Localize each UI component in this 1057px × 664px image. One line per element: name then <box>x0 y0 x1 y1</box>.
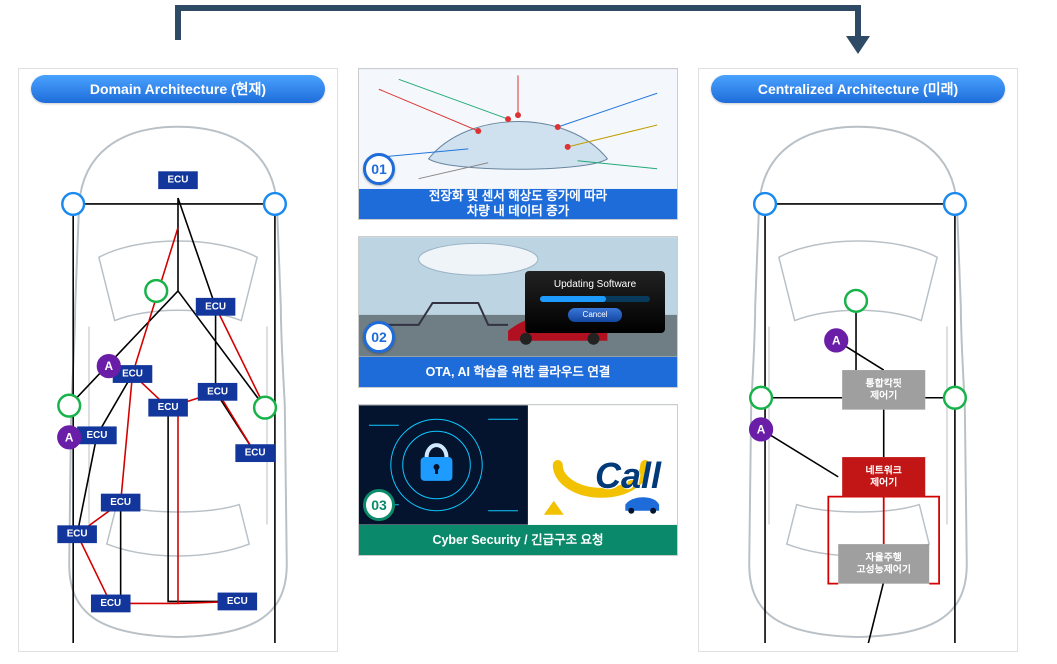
driver-thumb-3: Call 03 <box>359 405 677 525</box>
node-c-label: C <box>852 294 861 308</box>
ota-dialog-title: Updating Software <box>525 279 665 290</box>
ecu-label: ECU <box>245 448 266 459</box>
ota-progress-bar <box>540 296 650 302</box>
node-l-label: L <box>70 197 77 211</box>
node-l-label: L <box>951 197 958 211</box>
domain-architecture-panel: Domain Architecture (현재) ECU ECU ECU ECU ECU… <box>18 68 338 652</box>
ecu-label: ECU <box>122 369 143 380</box>
controller-label: 자율주행 <box>866 550 902 563</box>
node-l-label: L <box>761 197 768 211</box>
node-c-label: C <box>757 391 766 405</box>
ecu-label: ECU <box>205 301 226 312</box>
panel-number-badge: 01 <box>363 153 395 185</box>
driver-thumb-2: Updating Software Cancel 02 <box>359 237 677 357</box>
node-c-label: C <box>951 391 960 405</box>
controller-label: 제어기 <box>870 475 897 488</box>
transition-arrow <box>0 0 1057 70</box>
ota-cancel-button[interactable]: Cancel <box>568 308 622 322</box>
panel-number-badge: 02 <box>363 321 395 353</box>
node-a-label: A <box>832 333 841 347</box>
ecu-label: ECU <box>67 529 88 540</box>
panel-number-badge: 03 <box>363 489 395 521</box>
node-c-label: C <box>65 399 74 413</box>
ecu-label: ECU <box>227 596 248 607</box>
node-a-label: A <box>65 430 74 444</box>
controller-label: 통합칵핏 <box>866 376 902 389</box>
ecu-label: ECU <box>168 175 189 186</box>
panel-caption: Cyber Security / 긴급구조 요청 <box>359 525 677 555</box>
driver-panel-3: Call 03 Cyber Security / 긴급구조 요청 <box>358 404 678 556</box>
node-c-label: C <box>261 401 270 415</box>
controller-label: 제어기 <box>870 388 897 401</box>
centralized-architecture-panel: Centralized Architecture (미래) 통합칵핏제어기네트워… <box>698 68 1018 652</box>
thumb-wiring-icon <box>359 69 677 189</box>
domain-car: ECUECUECUECUECUECUECUECUECUECUECULLLLCCC… <box>27 109 329 643</box>
ecu-label: ECU <box>158 402 179 413</box>
node-c-label: C <box>152 284 161 298</box>
node-a-label: A <box>757 422 766 436</box>
drivers-column: 01 전장화 및 센서 해상도 증가에 따라차량 내 데이터 증가 Updati… <box>358 68 678 652</box>
ecu-label: ECU <box>110 497 131 508</box>
ecu-label: ECU <box>207 386 228 397</box>
domain-title: Domain Architecture (현재) <box>31 75 325 103</box>
driver-panel-1: 01 전장화 및 센서 해상도 증가에 따라차량 내 데이터 증가 <box>358 68 678 220</box>
ecu-label: ECU <box>86 430 107 441</box>
ota-dialog: Updating Software Cancel <box>525 271 665 333</box>
centralized-title: Centralized Architecture (미래) <box>711 75 1005 103</box>
panel-caption: OTA, AI 학습을 위한 클라우드 연결 <box>359 357 677 387</box>
controller-label: 네트워크 <box>866 463 902 476</box>
diagram-root: Domain Architecture (현재) ECU ECU ECU ECU ECU… <box>0 0 1057 664</box>
controller-label: 고성능제어기 <box>856 562 911 575</box>
ecu-label: ECU <box>100 598 121 609</box>
driver-thumb-1: 01 <box>359 69 677 189</box>
node-a-label: A <box>104 359 113 373</box>
node-l-label: L <box>271 197 278 211</box>
driver-panel-2: Updating Software Cancel 02 OTA, AI 학습을 … <box>358 236 678 388</box>
call-label: Call <box>595 455 661 497</box>
panel-caption: 전장화 및 센서 해상도 증가에 따라차량 내 데이터 증가 <box>359 189 677 219</box>
centralized-car: 통합칵핏제어기네트워크제어기자율주행고성능제어기LLLLCCCCAA <box>707 109 1009 643</box>
